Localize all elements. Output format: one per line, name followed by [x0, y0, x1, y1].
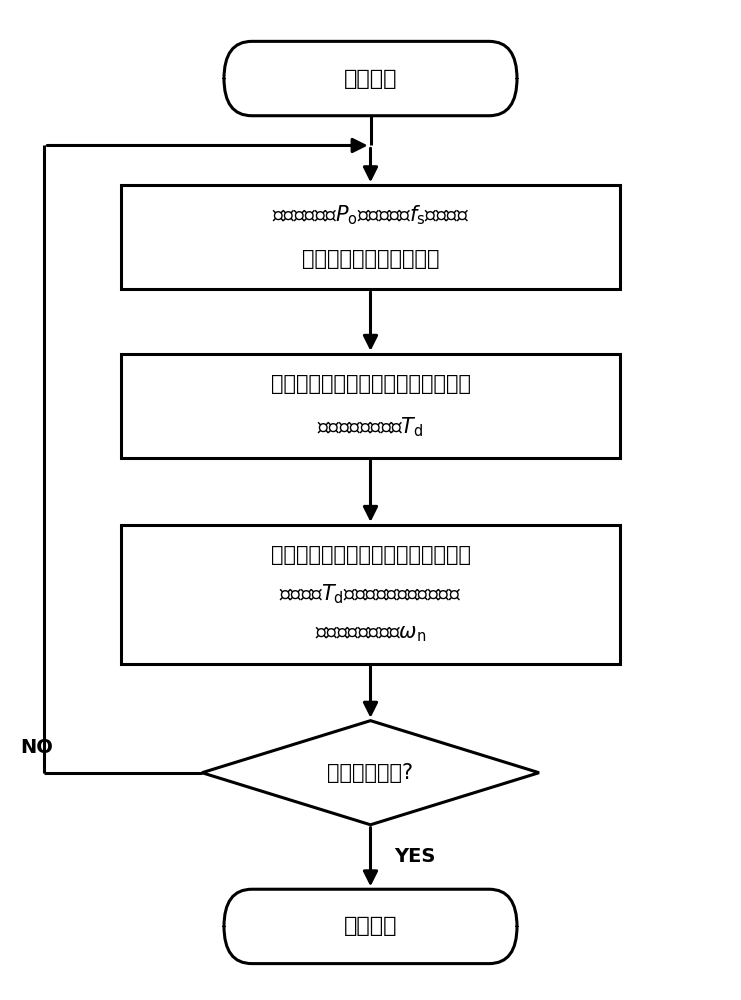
Text: 根据输出功率$\mathit{P}_{\mathrm{o}}$和开关频率$\mathit{f}_{\mathrm{s}}$要求确定: 根据输出功率$\mathit{P}_{\mathrm{o}}$和开关频率$\ma… — [272, 204, 469, 227]
Text: 滤波延时$T_{\mathrm{d}}$的要求，确定合适的滤波: 滤波延时$T_{\mathrm{d}}$的要求，确定合适的滤波 — [279, 582, 462, 606]
Bar — [122, 354, 619, 458]
Text: 根据开关频率要求确定变换器侧电感: 根据开关频率要求确定变换器侧电感 — [270, 374, 471, 394]
Text: 设计完成: 设计完成 — [344, 916, 397, 936]
Text: 开始设计: 开始设计 — [344, 69, 397, 89]
Text: 电流的滤波器延时$T_{\mathrm{d}}$: 电流的滤波器延时$T_{\mathrm{d}}$ — [317, 416, 424, 439]
Text: 是否达到要求?: 是否达到要求? — [328, 763, 413, 783]
Polygon shape — [202, 721, 539, 825]
Text: NO: NO — [21, 738, 53, 757]
Bar — [122, 525, 619, 664]
Text: 器自然谐振角频率$\omega_{\mathrm{n}}$: 器自然谐振角频率$\omega_{\mathrm{n}}$ — [315, 624, 426, 644]
Bar — [122, 185, 619, 289]
Text: 在采用二阶低通滤波器条件下，根据: 在采用二阶低通滤波器条件下，根据 — [270, 545, 471, 565]
FancyBboxPatch shape — [224, 41, 517, 116]
FancyBboxPatch shape — [224, 889, 517, 964]
Text: 变换器侧电感元件的数值: 变换器侧电感元件的数值 — [302, 249, 439, 269]
Text: YES: YES — [393, 847, 435, 866]
